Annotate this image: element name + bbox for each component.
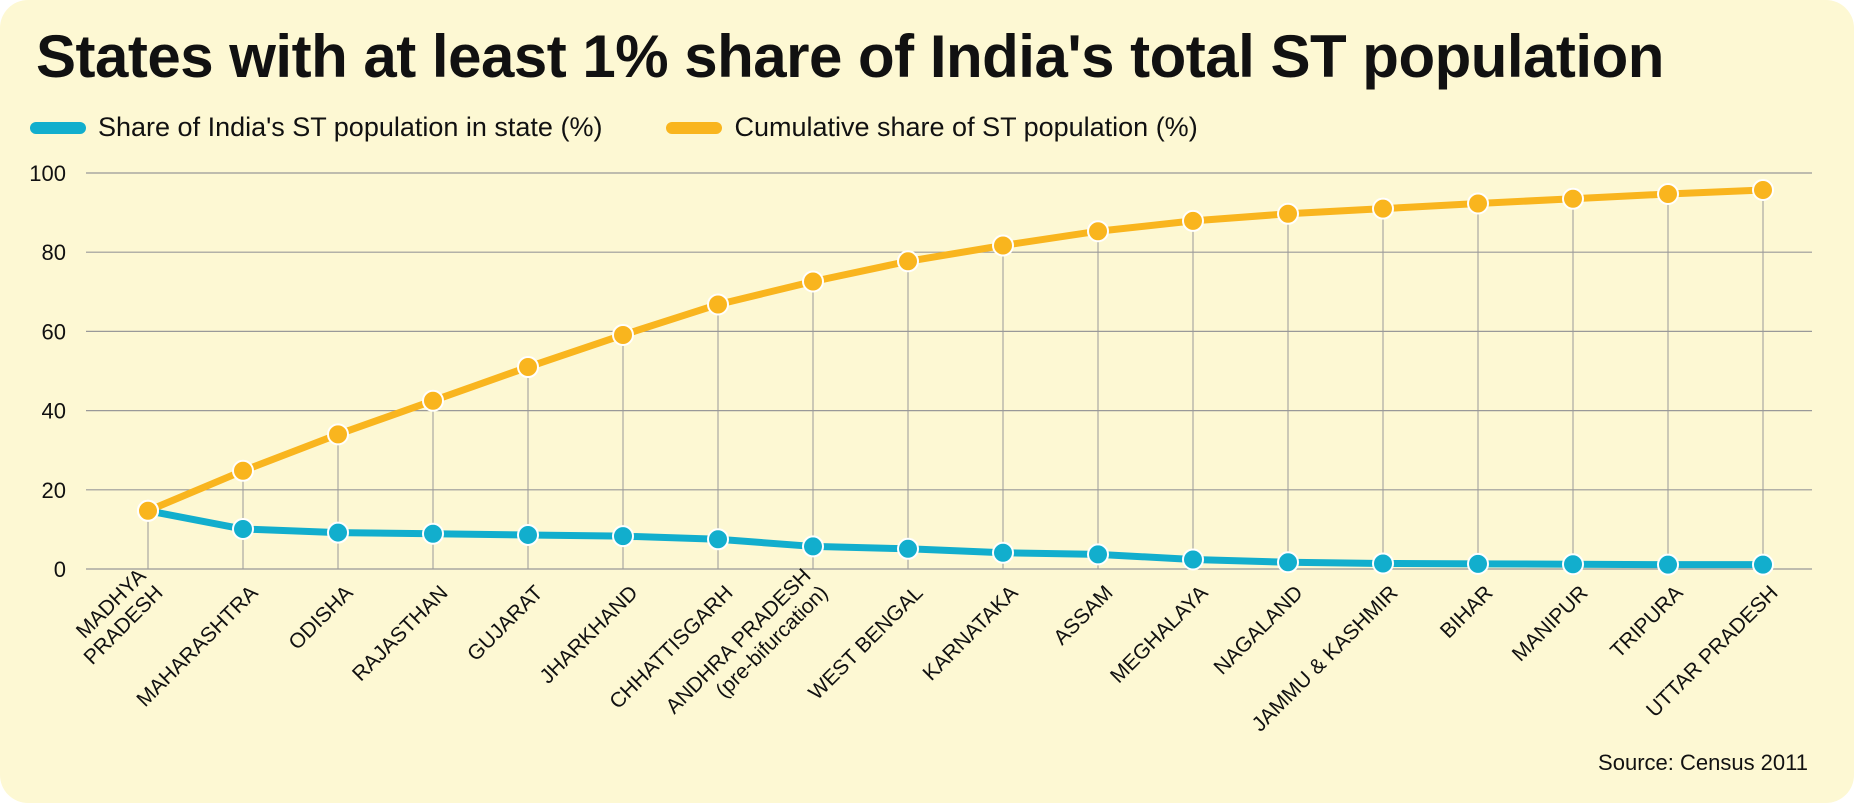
series-lines (144, 186, 1767, 569)
x-category-label: RAJASTHAN (348, 581, 453, 686)
y-tick-label: 20 (42, 478, 66, 503)
data-point-cumulative (137, 499, 159, 522)
x-category-label: MANIPUR (1508, 581, 1593, 666)
series-line-cumulative (144, 186, 1767, 515)
legend-label-cumulative: Cumulative share of ST population (%) (734, 112, 1198, 142)
data-point-share (707, 528, 729, 551)
x-category-label: GUJARAT (463, 581, 548, 666)
x-category-label: NAGALAND (1210, 581, 1308, 679)
data-point-share (1372, 552, 1394, 575)
data-point-cumulative (802, 270, 824, 293)
data-point-share (327, 521, 349, 544)
x-category-label: BIHAR (1436, 581, 1498, 643)
x-category-label-line: ASSAM (1049, 581, 1117, 649)
grid-lines (86, 172, 1812, 570)
data-point-share (517, 523, 539, 546)
y-tick-label: 0 (54, 557, 66, 582)
x-category-label-line: JHARKHAND (536, 581, 643, 688)
legend-swatch-cumulative (666, 121, 723, 134)
legend-label-share: Share of India's ST population in state … (98, 112, 603, 142)
data-point-cumulative (992, 234, 1014, 257)
y-tick-label: 40 (42, 399, 66, 424)
data-point-share (1277, 551, 1299, 574)
data-point-share (1182, 548, 1204, 571)
legend: Share of India's ST population in state … (30, 112, 1262, 143)
data-point-share (897, 537, 919, 560)
data-point-cumulative (1467, 192, 1489, 215)
x-category-label: JHARKHAND (536, 581, 643, 688)
x-category-label: ANDHRA PRADESH(pre-bifurcation) (661, 564, 832, 718)
x-category-label-line: NAGALAND (1210, 581, 1308, 679)
data-point-share (1467, 552, 1489, 575)
data-point-cumulative (327, 423, 349, 446)
x-category-label-line: BIHAR (1436, 581, 1498, 643)
x-category-label-line: MEGHALAYA (1106, 581, 1212, 687)
data-point-cumulative (422, 389, 444, 412)
x-category-label: MEGHALAYA (1106, 581, 1212, 687)
data-point-cumulative (1562, 187, 1584, 210)
data-point-cumulative (232, 459, 254, 482)
data-point-share (232, 518, 254, 541)
x-category-label: TRIPURA (1606, 581, 1687, 662)
x-category-label-line: GUJARAT (463, 581, 548, 666)
y-tick-label: 80 (42, 240, 66, 265)
legend-swatch-share (30, 121, 86, 134)
chart-title: States with at least 1% share of India's… (36, 23, 1664, 90)
data-point-share (992, 541, 1014, 564)
data-point-share (1752, 553, 1774, 576)
x-category-label-line: KARNATAKA (919, 581, 1023, 685)
data-point-share (802, 535, 824, 558)
legend-item-cumulative: Cumulative share of ST population (%) (666, 112, 1198, 143)
data-point-share (422, 522, 444, 545)
x-category-label-line: TRIPURA (1606, 581, 1687, 662)
data-point-cumulative (707, 293, 729, 316)
data-point-cumulative (1087, 220, 1109, 243)
data-point-cumulative (612, 323, 634, 346)
data-point-cumulative (1657, 182, 1679, 205)
x-category-label: ASSAM (1049, 581, 1117, 649)
x-category-label-line: ODISHA (284, 581, 357, 654)
data-point-share (1657, 553, 1679, 576)
source-note: Source: Census 2011 (1598, 750, 1808, 775)
x-category-label: ODISHA (284, 581, 357, 654)
data-point-cumulative (1277, 202, 1299, 225)
data-point-cumulative (897, 250, 919, 273)
y-axis-tick-labels: 0 20 40 60 80 100 (29, 161, 66, 582)
data-point-share (1087, 543, 1109, 566)
data-point-share (1562, 553, 1584, 576)
x-category-label-line: MANIPUR (1508, 581, 1593, 666)
x-category-label-line: RAJASTHAN (348, 581, 453, 686)
data-point-cumulative (1182, 209, 1204, 232)
x-category-label: KARNATAKA (919, 581, 1023, 685)
data-point-cumulative (1372, 197, 1394, 220)
data-point-cumulative (1752, 179, 1774, 202)
y-tick-label: 60 (42, 319, 66, 344)
data-point-share (612, 525, 634, 548)
y-tick-label: 100 (29, 161, 66, 186)
series-points (137, 179, 1774, 576)
legend-item-share: Share of India's ST population in state … (30, 112, 602, 143)
series-line-share (144, 507, 1767, 569)
data-point-cumulative (517, 356, 539, 379)
